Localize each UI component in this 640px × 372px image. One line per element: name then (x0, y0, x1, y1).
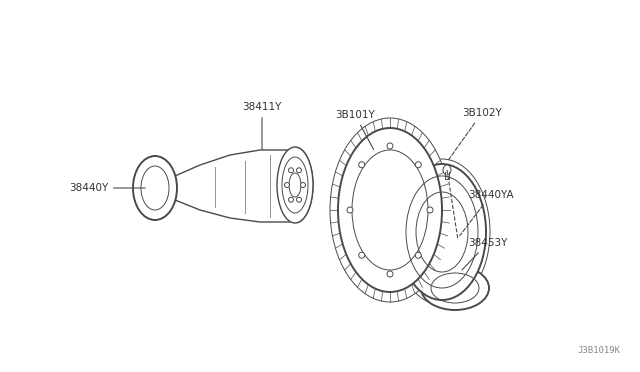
Ellipse shape (141, 166, 169, 210)
Ellipse shape (133, 156, 177, 220)
Ellipse shape (443, 165, 451, 175)
Text: 38411Y: 38411Y (243, 102, 282, 149)
Ellipse shape (289, 168, 294, 173)
Ellipse shape (358, 162, 365, 168)
Ellipse shape (296, 197, 301, 202)
Text: 3B102Y: 3B102Y (449, 108, 502, 160)
Ellipse shape (289, 197, 294, 202)
Ellipse shape (387, 271, 393, 277)
Text: 3B101Y: 3B101Y (335, 110, 375, 150)
Ellipse shape (427, 207, 433, 213)
Polygon shape (175, 147, 313, 222)
Ellipse shape (330, 118, 450, 302)
Ellipse shape (301, 183, 305, 187)
Ellipse shape (358, 252, 365, 258)
Ellipse shape (415, 252, 421, 258)
Text: J3B1019K: J3B1019K (577, 346, 620, 355)
Ellipse shape (415, 162, 421, 168)
Ellipse shape (347, 207, 353, 213)
Ellipse shape (285, 183, 289, 187)
Ellipse shape (387, 143, 393, 149)
Ellipse shape (277, 147, 313, 223)
Ellipse shape (338, 128, 442, 292)
Ellipse shape (421, 266, 489, 310)
Ellipse shape (296, 168, 301, 173)
Ellipse shape (394, 159, 490, 305)
Text: 38453Y: 38453Y (462, 238, 508, 270)
Text: 38440Y: 38440Y (68, 183, 145, 193)
Text: 38440YA: 38440YA (460, 190, 514, 236)
Ellipse shape (398, 164, 486, 300)
